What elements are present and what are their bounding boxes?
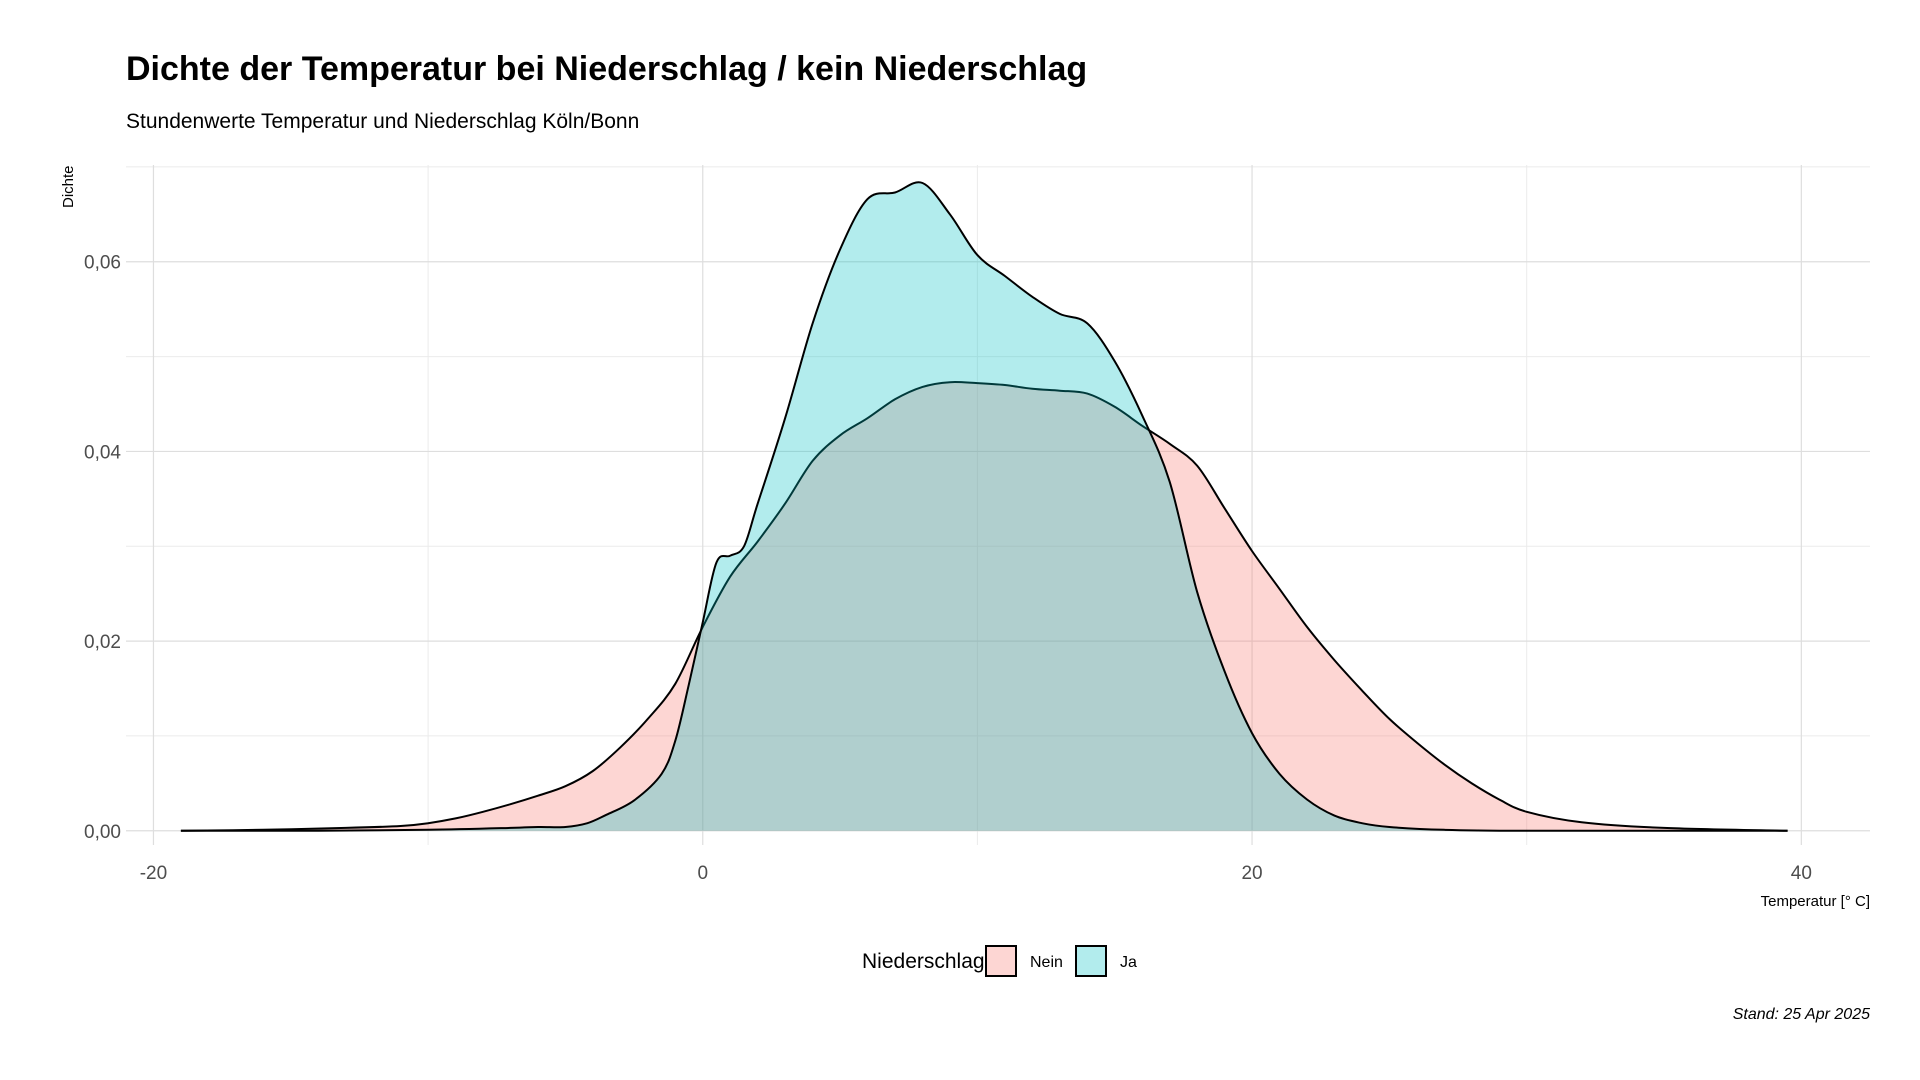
legend-key-bg-nein <box>985 945 1017 977</box>
density-area-ja <box>180 182 1788 831</box>
chart-caption: Stand: 25 Apr 2025 <box>1732 1006 1870 1023</box>
legend-label-nein: Nein <box>1030 954 1063 971</box>
x-tick-label: 40 <box>1791 863 1812 884</box>
axis-ticks: -20 0 20 40 0,00 0,02 0,04 0,06 <box>84 253 1812 884</box>
y-axis-title: Dichte <box>60 165 77 208</box>
chart-subtitle: Stundenwerte Temperatur und Niederschlag… <box>126 110 640 133</box>
x-tick-label: -20 <box>140 863 167 884</box>
y-tick-label: 0,04 <box>84 442 121 463</box>
y-tick-label: 0,00 <box>84 822 121 843</box>
x-axis-title: Temperatur [° C] <box>1761 893 1870 910</box>
density-area-nein <box>180 382 1788 831</box>
density-line-ja <box>180 181 1788 832</box>
y-tick-label: 0,06 <box>84 253 121 274</box>
legend: Niederschlag Nein Ja <box>862 945 1137 977</box>
y-tick-label: 0,02 <box>84 632 121 653</box>
legend-key-ja <box>1075 945 1107 977</box>
density-line-nein <box>180 381 1788 832</box>
legend-label-ja: Ja <box>1120 954 1137 971</box>
legend-title: Niederschlag <box>862 950 985 973</box>
x-tick-label: 20 <box>1241 863 1262 884</box>
chart-title: Dichte der Temperatur bei Niederschlag /… <box>126 50 1088 88</box>
density-areas <box>180 181 1788 832</box>
legend-key-bg-ja <box>1075 945 1107 977</box>
x-tick-label: 0 <box>697 863 708 884</box>
legend-key-nein <box>985 945 1017 977</box>
